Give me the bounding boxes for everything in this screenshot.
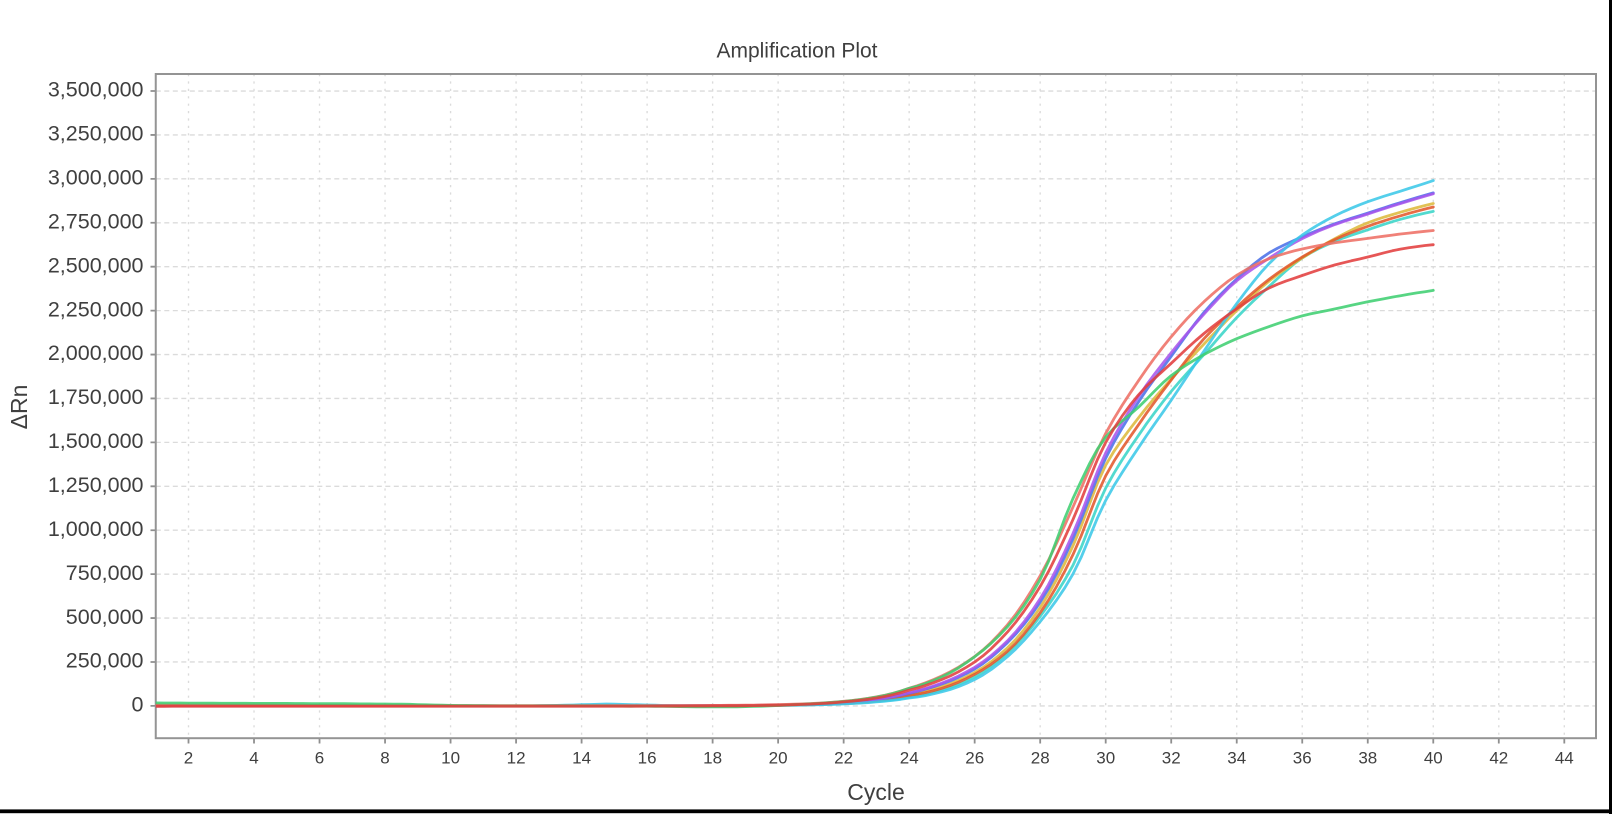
- svg-text:14: 14: [572, 749, 591, 768]
- svg-text:4: 4: [249, 749, 258, 768]
- svg-text:1,000,000: 1,000,000: [48, 517, 144, 541]
- svg-text:1,500,000: 1,500,000: [48, 429, 144, 453]
- svg-text:2,000,000: 2,000,000: [48, 341, 144, 365]
- svg-text:ΔRn: ΔRn: [6, 385, 32, 430]
- svg-text:250,000: 250,000: [66, 649, 144, 673]
- svg-text:18: 18: [703, 749, 722, 768]
- svg-text:0: 0: [132, 693, 144, 717]
- svg-text:2,500,000: 2,500,000: [48, 253, 144, 277]
- svg-text:40: 40: [1424, 749, 1443, 768]
- svg-text:2: 2: [184, 749, 193, 768]
- svg-text:16: 16: [638, 749, 657, 768]
- svg-text:2,750,000: 2,750,000: [48, 210, 144, 234]
- svg-text:30: 30: [1096, 749, 1115, 768]
- svg-text:28: 28: [1031, 749, 1050, 768]
- svg-text:1,250,000: 1,250,000: [48, 473, 144, 497]
- svg-text:42: 42: [1489, 749, 1508, 768]
- svg-text:6: 6: [315, 749, 324, 768]
- svg-text:44: 44: [1555, 749, 1574, 768]
- svg-text:10: 10: [441, 749, 460, 768]
- svg-text:32: 32: [1162, 749, 1181, 768]
- svg-text:3,250,000: 3,250,000: [48, 122, 144, 146]
- svg-text:Amplification Plot: Amplification Plot: [716, 40, 877, 63]
- svg-text:38: 38: [1358, 749, 1377, 768]
- svg-text:3,000,000: 3,000,000: [48, 166, 144, 190]
- svg-text:20: 20: [769, 749, 788, 768]
- svg-text:Cycle: Cycle: [847, 779, 905, 805]
- svg-text:36: 36: [1293, 749, 1312, 768]
- svg-text:22: 22: [834, 749, 853, 768]
- svg-text:3,500,000: 3,500,000: [48, 78, 144, 102]
- svg-text:12: 12: [507, 749, 526, 768]
- svg-text:34: 34: [1227, 749, 1246, 768]
- svg-text:24: 24: [900, 749, 919, 768]
- svg-text:750,000: 750,000: [66, 561, 144, 585]
- svg-text:8: 8: [380, 749, 389, 768]
- svg-text:500,000: 500,000: [66, 605, 144, 629]
- svg-text:1,750,000: 1,750,000: [48, 385, 144, 409]
- svg-text:2,250,000: 2,250,000: [48, 297, 144, 321]
- svg-text:26: 26: [965, 749, 984, 768]
